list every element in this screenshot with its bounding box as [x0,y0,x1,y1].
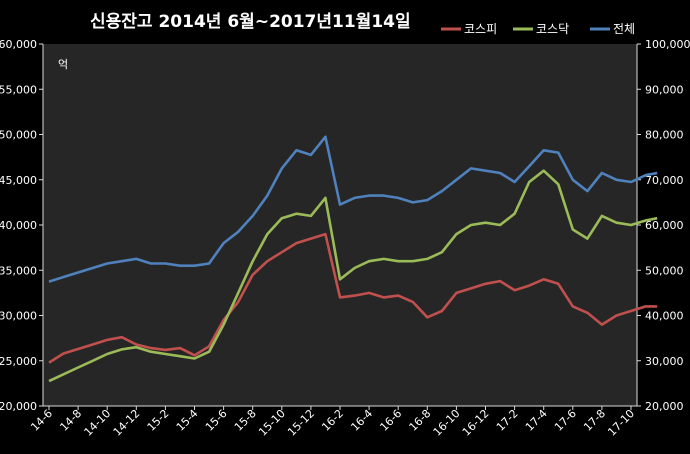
legend: 코스피 코스닥 전체 [441,22,635,36]
x-tick-label: 16-10 [431,407,463,439]
right-tick-label: 60,000 [645,219,684,232]
right-tick-label: 20,000 [645,400,684,413]
left-tick-label: 25,000 [0,355,37,368]
left-tick-label: 20,000 [0,400,37,413]
x-tick-label: 17-4 [523,407,550,434]
x-tick-label: 15-8 [232,407,259,434]
left-tick-label: 45,000 [0,174,37,187]
right-tick-label: 30,000 [645,355,684,368]
left-tick-label: 30,000 [0,310,37,323]
x-tick-label: 14-10 [82,407,114,439]
x-tick-label: 16-2 [319,407,346,434]
x-tick-label: 14-12 [111,407,143,439]
left-tick-label: 35,000 [0,264,37,277]
y-axis-label: 억 [58,58,68,71]
left-tick-label: 55,000 [0,83,37,96]
legend-label: 코스닥 [536,22,569,36]
right-tick-label: 90,000 [645,83,684,96]
x-tick-label: 17-10 [605,407,637,439]
x-tick-label: 16-6 [377,407,404,434]
left-tick-label: 60,000 [0,38,37,51]
x-tick-label: 15-12 [285,407,317,439]
chart-title: 신용잔고 2014년 6월~2017년11월14일 [90,12,411,32]
series-line-전체 [48,135,658,283]
right-tick-label: 80,000 [645,129,684,142]
x-tick-label: 17-6 [552,407,579,434]
right-tick-label: 50,000 [645,264,684,277]
x-tick-label: 15-6 [203,407,230,434]
left-tick-labels: 20,000 25,000 30,000 35,000 40,000 45,000 50,0… [0,38,43,413]
right-tick-labels: 20,000 30,000 40,000 50,000 60,000 70,000 80,0… [637,38,690,413]
right-tick-label: 70,000 [645,174,684,187]
series-line-코스닥 [48,169,658,383]
legend-label: 코스피 [464,22,497,36]
right-tick-label: 100,000 [645,38,690,51]
x-tick-label: 17-8 [581,407,608,434]
legend-label: 전체 [613,22,635,36]
x-tick-label: 17-2 [494,407,521,434]
x-tick-label: 16-8 [407,407,434,434]
x-tick-label: 15-4 [174,407,201,434]
left-tick-label: 40,000 [0,219,37,232]
x-tick-label: 16-4 [348,407,375,434]
x-tick-label: 15-2 [145,407,172,434]
right-tick-label: 40,000 [645,310,684,323]
x-tick-label: 14-8 [57,407,84,434]
left-tick-label: 50,000 [0,129,37,142]
series-lines [48,135,658,383]
x-tick-label: 15-10 [256,407,288,439]
series-line-코스피 [48,232,658,364]
x-tick-label: 16-12 [460,407,492,439]
plot-area [43,44,637,406]
